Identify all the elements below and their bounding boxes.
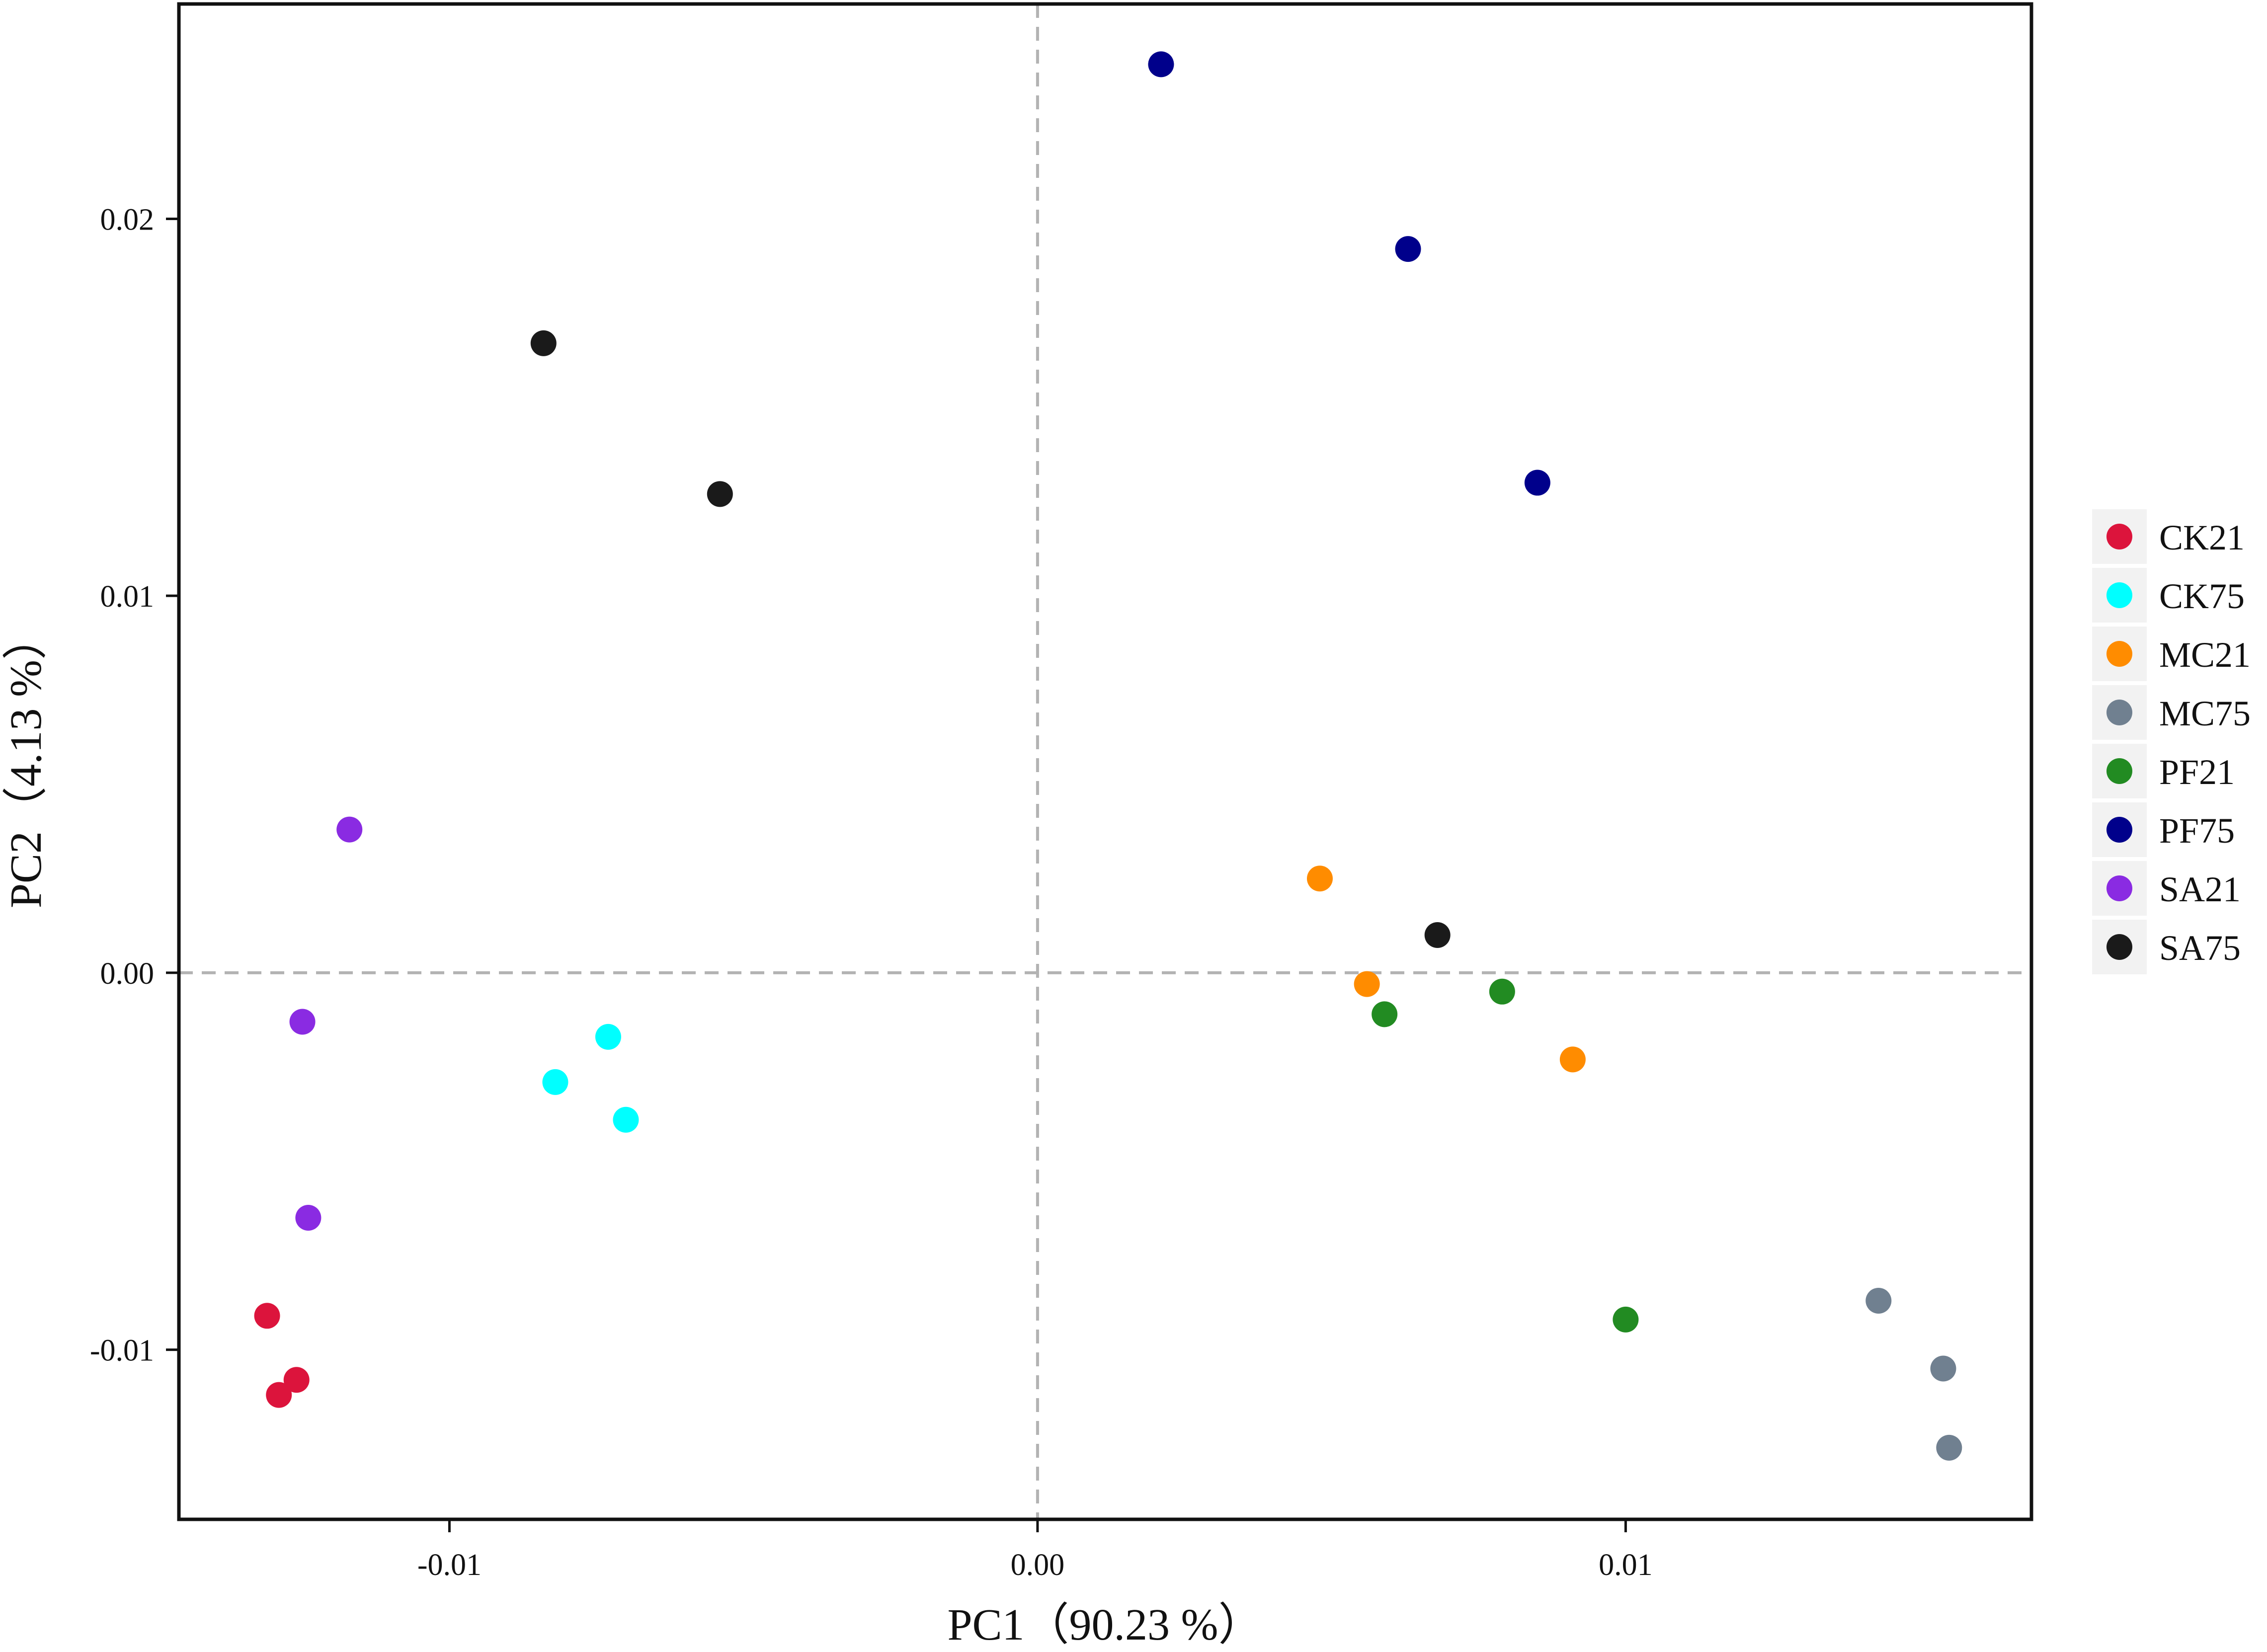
point-mc21	[1306, 865, 1333, 892]
legend-marker	[2106, 934, 2132, 960]
legend-marker	[2106, 524, 2132, 550]
x-axis-title: PC1（90.23 %）	[947, 1600, 1263, 1650]
point-ck75	[542, 1069, 568, 1095]
plot-frame	[177, 2, 2033, 1521]
legend-label: CK75	[2159, 576, 2245, 616]
x-tick-label: -0.01	[417, 1548, 482, 1582]
point-ck75	[595, 1023, 621, 1050]
legend-marker	[2106, 875, 2132, 901]
legend-item-pf75: PF75	[2092, 802, 2235, 857]
point-ck21	[283, 1367, 310, 1393]
legend-label: CK21	[2159, 518, 2245, 557]
legend-label: MC75	[2159, 694, 2251, 733]
y-axis-ticks: -0.01 0.00 0.01 0.02	[90, 203, 179, 1368]
point-ck75	[613, 1106, 639, 1133]
point-mc21	[1354, 971, 1380, 997]
legend-item-sa75: SA75	[2092, 920, 2241, 974]
legend-item-ck75: CK75	[2092, 568, 2245, 623]
reference-lines	[179, 4, 2031, 1519]
legend-marker	[2106, 582, 2132, 608]
point-sa75	[707, 481, 733, 507]
legend-marker	[2106, 758, 2132, 784]
y-tick-label: -0.01	[90, 1334, 154, 1368]
point-mc75	[1930, 1355, 1956, 1382]
point-ck21	[266, 1382, 292, 1408]
point-sa21	[289, 1009, 316, 1035]
y-tick-label: 0.01	[100, 580, 155, 614]
point-mc75	[1865, 1287, 1892, 1314]
point-pf21	[1489, 978, 1515, 1005]
legend-label: MC21	[2159, 635, 2251, 675]
legend-item-pf21: PF21	[2092, 744, 2235, 798]
point-mc21	[1559, 1046, 1586, 1073]
point-pf21	[1613, 1306, 1639, 1333]
legend-label: PF75	[2159, 811, 2235, 851]
legend-marker	[2106, 817, 2132, 843]
legend-item-mc75: MC75	[2092, 685, 2251, 740]
point-sa75	[530, 330, 557, 356]
y-tick-label: 0.02	[100, 203, 155, 236]
point-pf75	[1524, 470, 1550, 496]
data-points	[254, 51, 1962, 1461]
legend-item-ck21: CK21	[2092, 509, 2245, 564]
point-pf21	[1372, 1001, 1398, 1027]
legend-item-sa21: SA21	[2092, 861, 2241, 916]
legend-label: PF21	[2159, 752, 2235, 792]
legend-marker	[2106, 641, 2132, 667]
x-tick-label: 0.01	[1599, 1548, 1653, 1582]
point-pf75	[1395, 236, 1421, 262]
legend-label: SA21	[2159, 869, 2241, 909]
legend-marker	[2106, 700, 2132, 725]
point-ck21	[254, 1303, 280, 1329]
x-axis-ticks: -0.01 0.00 0.01	[417, 1519, 1653, 1582]
point-sa21	[295, 1205, 322, 1231]
legend: CK21 CK75 MC21 MC75 PF21 PF75 SA21 SA75	[2092, 509, 2251, 974]
point-sa21	[336, 816, 363, 843]
point-mc75	[1936, 1434, 1962, 1461]
y-axis-title: PC2（4.13 %）	[1, 615, 51, 908]
legend-item-mc21: MC21	[2092, 627, 2251, 681]
point-sa75	[1424, 922, 1451, 948]
legend-label: SA75	[2159, 928, 2241, 968]
y-tick-label: 0.00	[100, 957, 155, 991]
x-tick-label: 0.00	[1011, 1548, 1065, 1582]
point-pf75	[1148, 51, 1174, 78]
